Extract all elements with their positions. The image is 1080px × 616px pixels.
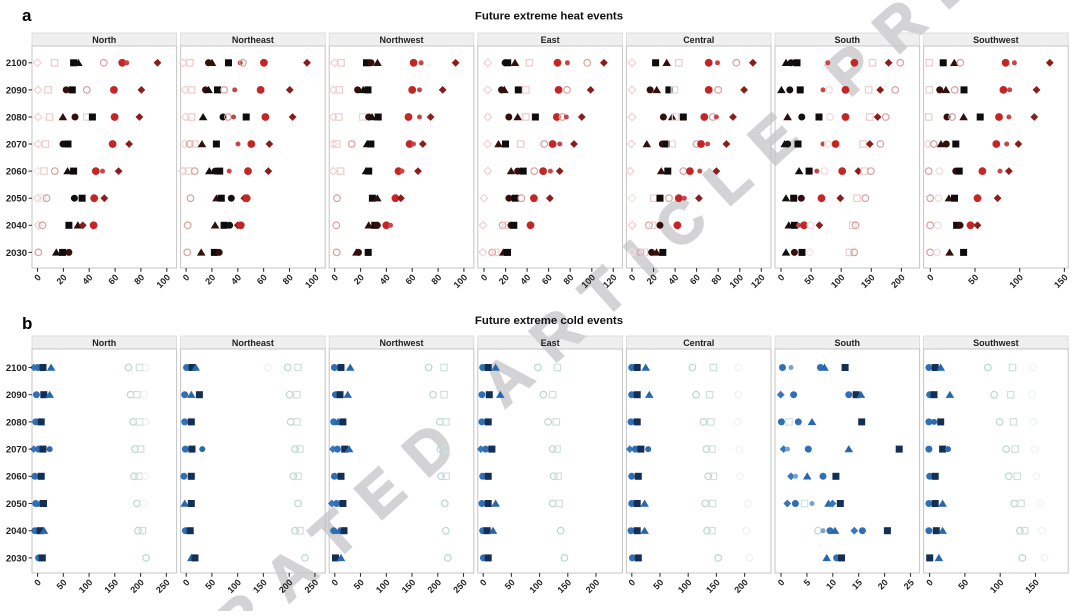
svg-text:0: 0 [627, 272, 638, 283]
svg-text:North: North [92, 338, 116, 348]
svg-text:2040: 2040 [6, 221, 27, 232]
svg-text:2100: 2100 [6, 58, 27, 69]
svg-text:0: 0 [478, 577, 489, 588]
svg-text:Southwest: Southwest [973, 338, 1019, 348]
svg-text:0: 0 [925, 272, 936, 283]
svg-text:0: 0 [330, 577, 341, 588]
svg-text:South: South [835, 35, 861, 45]
svg-text:2050: 2050 [6, 499, 27, 510]
svg-text:2060: 2060 [6, 472, 27, 483]
svg-text:0: 0 [181, 577, 192, 588]
svg-text:2030: 2030 [6, 248, 27, 259]
svg-text:Northwest: Northwest [379, 35, 423, 45]
svg-text:0: 0 [181, 272, 192, 283]
svg-text:2030: 2030 [6, 553, 27, 564]
svg-text:Central: Central [683, 35, 714, 45]
svg-text:Central: Central [683, 338, 714, 348]
svg-text:Northwest: Northwest [379, 338, 423, 348]
svg-text:0: 0 [32, 577, 43, 588]
svg-text:0: 0 [627, 577, 638, 588]
svg-text:0: 0 [32, 272, 43, 283]
svg-text:0: 0 [776, 577, 787, 588]
svg-text:Southwest: Southwest [973, 35, 1019, 45]
svg-text:2040: 2040 [6, 526, 27, 537]
svg-text:2050: 2050 [6, 194, 27, 205]
svg-text:Northeast: Northeast [232, 35, 274, 45]
svg-text:2060: 2060 [6, 167, 27, 178]
svg-text:b: b [22, 314, 32, 333]
svg-text:2080: 2080 [6, 112, 27, 123]
svg-text:2090: 2090 [6, 85, 27, 96]
svg-text:East: East [541, 35, 560, 45]
svg-text:2080: 2080 [6, 417, 27, 428]
svg-text:2100: 2100 [6, 363, 27, 374]
svg-text:0: 0 [776, 272, 787, 283]
svg-text:East: East [541, 338, 560, 348]
svg-text:Future extreme cold events: Future extreme cold events [475, 315, 623, 327]
svg-text:0: 0 [479, 272, 490, 283]
svg-text:2090: 2090 [6, 390, 27, 401]
svg-text:2070: 2070 [6, 139, 27, 150]
svg-text:Future extreme heat events: Future extreme heat events [475, 11, 623, 23]
svg-text:South: South [835, 338, 861, 348]
svg-text:2070: 2070 [6, 445, 27, 456]
svg-text:5: 5 [802, 577, 813, 588]
svg-text:0: 0 [924, 577, 935, 588]
svg-text:Northeast: Northeast [232, 338, 274, 348]
svg-text:0: 0 [329, 272, 340, 283]
svg-text:North: North [92, 35, 116, 45]
svg-text:a: a [22, 6, 32, 25]
